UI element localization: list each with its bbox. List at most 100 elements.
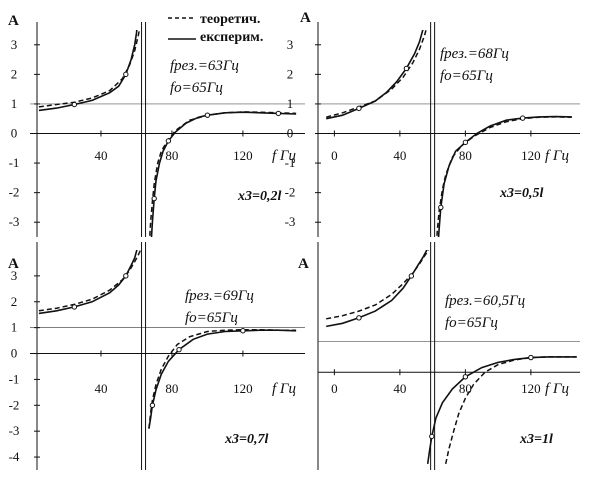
y-tick-label: 2 [11,294,18,309]
x-tick-label: 120 [521,148,541,163]
experimental-point [462,374,469,380]
y-axis-label: A [8,13,19,29]
x-axis-label: f Гц [545,381,569,397]
theoretical-series [326,30,427,118]
x-tick-label: 80 [165,381,178,396]
parameter-label: fo=65Гц [185,310,238,326]
y-tick-label: -3 [9,214,20,229]
experimental-point [123,71,129,78]
y-tick-label: -1 [9,155,20,170]
x-tick-label: 80 [459,381,472,396]
x-tick-label: 80 [165,148,178,163]
chart-panel-4: 0 40 80 120 Af Гц fрез.=60,5Гц fo=65Гц x3=1l [298,242,580,470]
x-tick-label: 40 [393,381,406,396]
theoretical-series [436,116,572,237]
position-label: x3=0,5l [499,186,543,201]
y-axis-label: A [300,10,311,26]
y-tick-label: -3 [9,423,20,438]
experimental-point [136,243,140,247]
experimental-series [38,250,138,315]
y-tick-label: 2 [287,66,294,81]
theoretical-series [148,328,297,429]
experimental-point [149,402,156,408]
y-tick-label: 3 [11,37,18,52]
theoretical-series [326,250,430,320]
experimental-point [519,115,526,121]
experimental-series [148,329,297,429]
experimental-point [136,13,140,17]
parameter-label: fрез.=68Гц [440,46,509,62]
parameter-label: fрез.=60,5Гц [445,293,525,309]
experimental-point [422,13,426,17]
parameter-label: fo=65Гц [440,68,493,84]
theoretical-series [38,30,141,108]
y-tick-label: 0 [11,346,18,361]
y-tick-label: -3 [285,214,296,229]
parameter-label: fрез.=69Гц [185,288,254,304]
legend-theoretical-label: теоретич. [200,12,260,27]
experimental-point [403,65,410,72]
experimental-point [426,245,430,249]
experimental-point [429,433,435,440]
y-tick-label: 1 [287,96,294,111]
experimental-series [437,115,572,237]
parameter-label: fo=65Гц [445,315,498,331]
x-axis-label: f Гц [272,381,296,397]
parameter-label: fрез.=63Гц [170,58,239,74]
experimental-series [426,356,577,465]
y-tick-label: 2 [11,66,18,81]
x-tick-label: 40 [94,148,107,163]
x-tick-label: 40 [94,381,107,396]
y-tick-label: -1 [9,371,20,386]
y-tick-label: 0 [11,126,18,141]
experimental-point [176,346,182,353]
experimental-point [71,101,78,108]
chart-panel-3: 40 80 120 3 2 1 0 -1 -2 -3 -4 Af Гц fрез.=69Гц fo=65Г… [8,242,305,470]
experimental-point [356,105,362,112]
experimental-point [275,110,282,117]
position-label: x3=0,7l [224,432,268,447]
y-tick-label: 3 [287,37,294,52]
y-tick-label: -2 [9,397,20,412]
x-tick-label: 0 [331,381,338,396]
x-tick-label: 120 [233,381,253,396]
legend: теоретич. експерим. [168,12,263,45]
x-tick-label: 120 [233,148,253,163]
experimental-point [356,315,362,321]
x-axis-label: f Гц [272,148,296,164]
experimental-point [71,304,78,310]
y-tick-label: 0 [287,126,294,141]
y-tick-label: -4 [9,449,20,464]
y-axis-label: A [298,256,309,272]
experimental-point [204,112,211,118]
experimental-point [408,273,415,279]
experimental-point [462,139,469,146]
experimental-series [326,30,424,120]
x-tick-label: 120 [521,381,541,396]
x-axis-label: f Гц [545,148,569,164]
experimental-point [123,273,129,279]
experimental-point [165,138,172,144]
experimental-series [150,111,297,237]
position-label: x3=0,2l [237,189,281,204]
x-tick-label: 0 [331,148,338,163]
experimental-series [38,30,138,112]
theoretical-series [444,356,577,465]
experimental-point [528,354,534,361]
y-tick-label: -1 [285,155,296,170]
y-axis-label: A [8,256,19,272]
y-tick-label: 1 [11,320,18,335]
theoretical-series [148,111,297,237]
legend-experimental-label: експерим. [200,30,263,45]
experimental-point [240,328,246,334]
position-label: x3=1l [519,432,553,447]
chart-panel-2: 0 40 80 120 3 2 1 0 -1 -2 -3 Af Гц fрез.=68Гц fo=65Гц… [285,10,580,237]
experimental-series [326,250,428,328]
x-tick-label: 80 [459,148,472,163]
y-tick-label: 3 [11,268,18,283]
experimental-point [151,195,157,202]
y-tick-label: -2 [9,185,20,200]
